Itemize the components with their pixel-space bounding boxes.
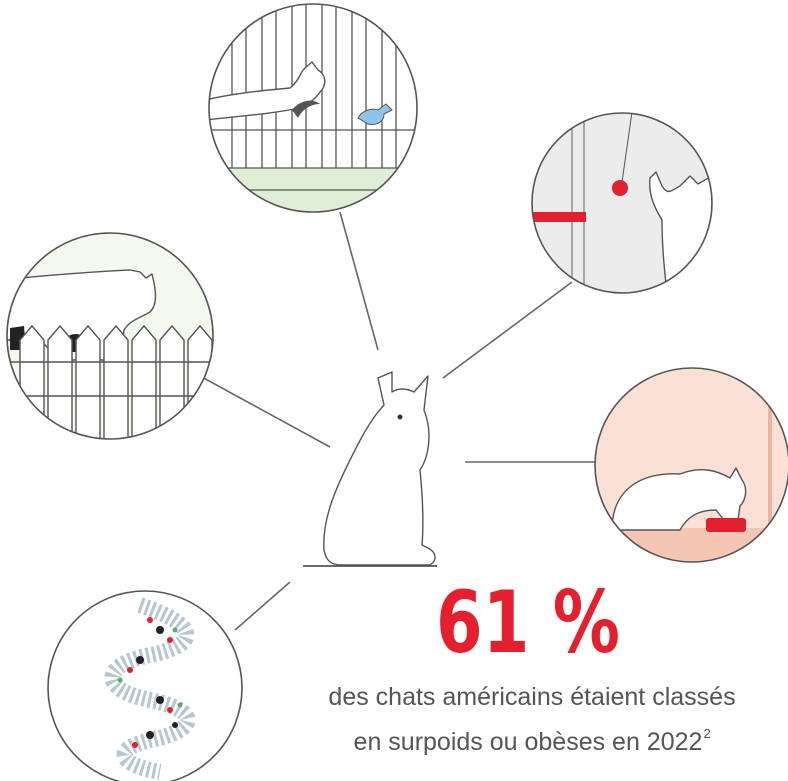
caption-line: des chats américains étaient classés — [328, 683, 735, 711]
footnote: 2 — [703, 726, 710, 741]
dna-scene — [48, 591, 242, 781]
infographic: 61 % des chats américains étaient classé… — [0, 0, 788, 781]
central-cat — [303, 372, 437, 566]
fence-walk-scene — [0, 233, 220, 440]
fence-bird-scene — [200, 0, 430, 218]
toy-scene — [530, 102, 712, 300]
stat-value: 61 % — [436, 573, 620, 673]
caption-line: en surpoids ou obèses en 2022 — [354, 728, 703, 756]
eating-scene — [590, 368, 788, 568]
page: {"stat": {"value": "61 %", "caption_line… — [0, 0, 788, 781]
